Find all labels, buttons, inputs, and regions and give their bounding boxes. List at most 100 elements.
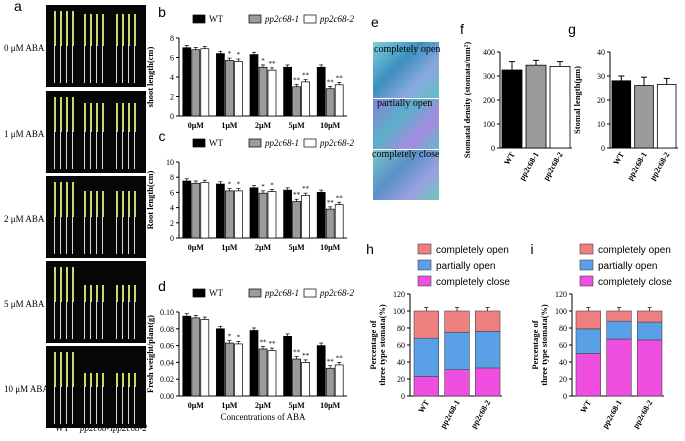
- chart-d-significance: *: [237, 333, 241, 341]
- seedling-shoot: [84, 284, 86, 302]
- seedling-root: [116, 214, 117, 254]
- chart-d-legend-swatch: [303, 288, 317, 298]
- seedling-root: [134, 214, 135, 254]
- chart-i-stack-segment: [606, 310, 632, 322]
- chart-c-significance: *: [237, 181, 241, 189]
- seedling-photo: [46, 176, 146, 258]
- seedling-root: [60, 129, 61, 169]
- seedling-root: [60, 214, 61, 254]
- seedling-shoot: [60, 11, 62, 46]
- chart-c-bar: [216, 183, 225, 239]
- chart-h-category-label: pp2c68-1: [438, 399, 461, 430]
- chart-i-stack-segment: [575, 353, 601, 397]
- chart-g-bar: [634, 85, 654, 149]
- chart-h-category-label: WT: [417, 398, 432, 415]
- chart-c-ytick-label: 8: [170, 173, 174, 182]
- chart-b-significance: *: [261, 57, 265, 65]
- seedling-shoot: [122, 284, 124, 302]
- seedling-root: [84, 214, 85, 254]
- chart-i-legend-label: partially open: [598, 261, 657, 272]
- seedling-shoot: [72, 11, 74, 46]
- chart-d-category-label: 1μM: [221, 401, 238, 410]
- stoma-image-partial: [373, 99, 439, 149]
- seedling-root: [90, 299, 91, 339]
- seedling-shoot: [96, 103, 98, 132]
- aba-row-label: 5 μM ABA: [4, 299, 45, 309]
- seedling-root: [128, 299, 129, 339]
- seedling-photo: [46, 91, 146, 173]
- chart-h-legend-label: completely open: [436, 245, 509, 256]
- chart-i-legend-label: completely open: [598, 245, 671, 256]
- seedling-root: [122, 299, 123, 339]
- chart-c-bar: [200, 182, 210, 239]
- stoma-label-partial: partially open: [377, 98, 433, 109]
- genotype-label-wt: WT: [55, 423, 69, 433]
- seedling-shoot: [60, 267, 62, 302]
- seedling-shoot: [122, 103, 124, 132]
- chart-d-bar: [325, 367, 335, 397]
- chart-h-stack-segment: [413, 376, 439, 397]
- chart-d-significance: *: [228, 333, 232, 341]
- seedling-root: [60, 384, 61, 424]
- chart-i-ylabel: Percentage of: [530, 320, 540, 369]
- chart-f-bar: [525, 64, 547, 149]
- seedling-root: [54, 384, 55, 424]
- chart-b-bar: [225, 60, 234, 117]
- chart-d-significance: **: [336, 354, 344, 362]
- chart-g-ytick-label: 10: [597, 120, 605, 129]
- chart-d-bar: [191, 317, 201, 397]
- chart-c-significance: *: [270, 181, 274, 189]
- chart-h-ytick-label: 60: [397, 341, 405, 350]
- seedling-root: [90, 43, 91, 83]
- chart-c-significance: **: [327, 199, 335, 207]
- chart-b-category-label: 10μM: [320, 121, 341, 130]
- chart-d-bar: [301, 362, 310, 397]
- chart-i-ytick-label: 0: [563, 392, 567, 401]
- chart-d-legend-label: WT: [209, 288, 223, 298]
- seedling-shoot: [66, 267, 68, 302]
- chart-c-category-label: 5μM: [289, 243, 306, 252]
- chart-i-stack-segment: [606, 320, 632, 340]
- chart-f-bar: [501, 69, 523, 149]
- aba-row-label: 0 μM ABA: [4, 43, 45, 53]
- seedling-shoot: [60, 352, 62, 387]
- chart-f-ytick-label: 400: [483, 48, 495, 57]
- seedling-shoot: [116, 284, 118, 302]
- chart-h-stack-segment: [444, 369, 470, 397]
- seedling-root: [66, 384, 67, 424]
- seedling-shoot: [102, 14, 104, 46]
- chart-d-ytick-label: 0.02: [160, 375, 174, 384]
- chart-d-bar: [292, 358, 301, 397]
- panel-label-h: h: [366, 241, 374, 257]
- chart-d-legend-label: pp2c68-1: [264, 288, 299, 298]
- chart-d-bar: [249, 330, 259, 397]
- chart-c-bar: [267, 191, 277, 239]
- seedling-root: [102, 384, 103, 424]
- chart-d-significance: **: [260, 338, 268, 346]
- chart-h-legend-swatch: [417, 275, 432, 287]
- seedling-root: [134, 299, 135, 339]
- chart-c-significance: **: [293, 191, 301, 199]
- seedling-root: [72, 299, 73, 339]
- chart-c-category-label: 10μM: [320, 243, 341, 252]
- panel-label-d: d: [158, 278, 166, 294]
- chart-g-bar: [656, 84, 677, 149]
- chart-i-ytick-label: 120: [555, 290, 567, 299]
- chart-h-ylabel: Percentage of: [368, 320, 378, 369]
- seedling-shoot: [84, 14, 86, 46]
- seedling-shoot: [134, 372, 136, 387]
- chart-d-bar: [216, 328, 225, 397]
- seedling-root: [122, 214, 123, 254]
- chart-b-category-label: 1μM: [221, 121, 238, 130]
- seedling-root: [60, 43, 61, 83]
- stoma-label-open: completely open: [374, 44, 441, 55]
- chart-d-bar: [200, 319, 210, 397]
- chart-d-bar: [283, 336, 292, 397]
- chart-i-stack-segment: [637, 339, 663, 397]
- chart-c-ytick-label: 6: [170, 188, 174, 197]
- chart-b-legend-label: WT: [209, 14, 223, 24]
- chart-d-legend-swatch: [248, 288, 262, 298]
- seedling-root: [96, 299, 97, 339]
- seedling-shoot: [96, 191, 98, 217]
- seedling-root: [54, 43, 55, 83]
